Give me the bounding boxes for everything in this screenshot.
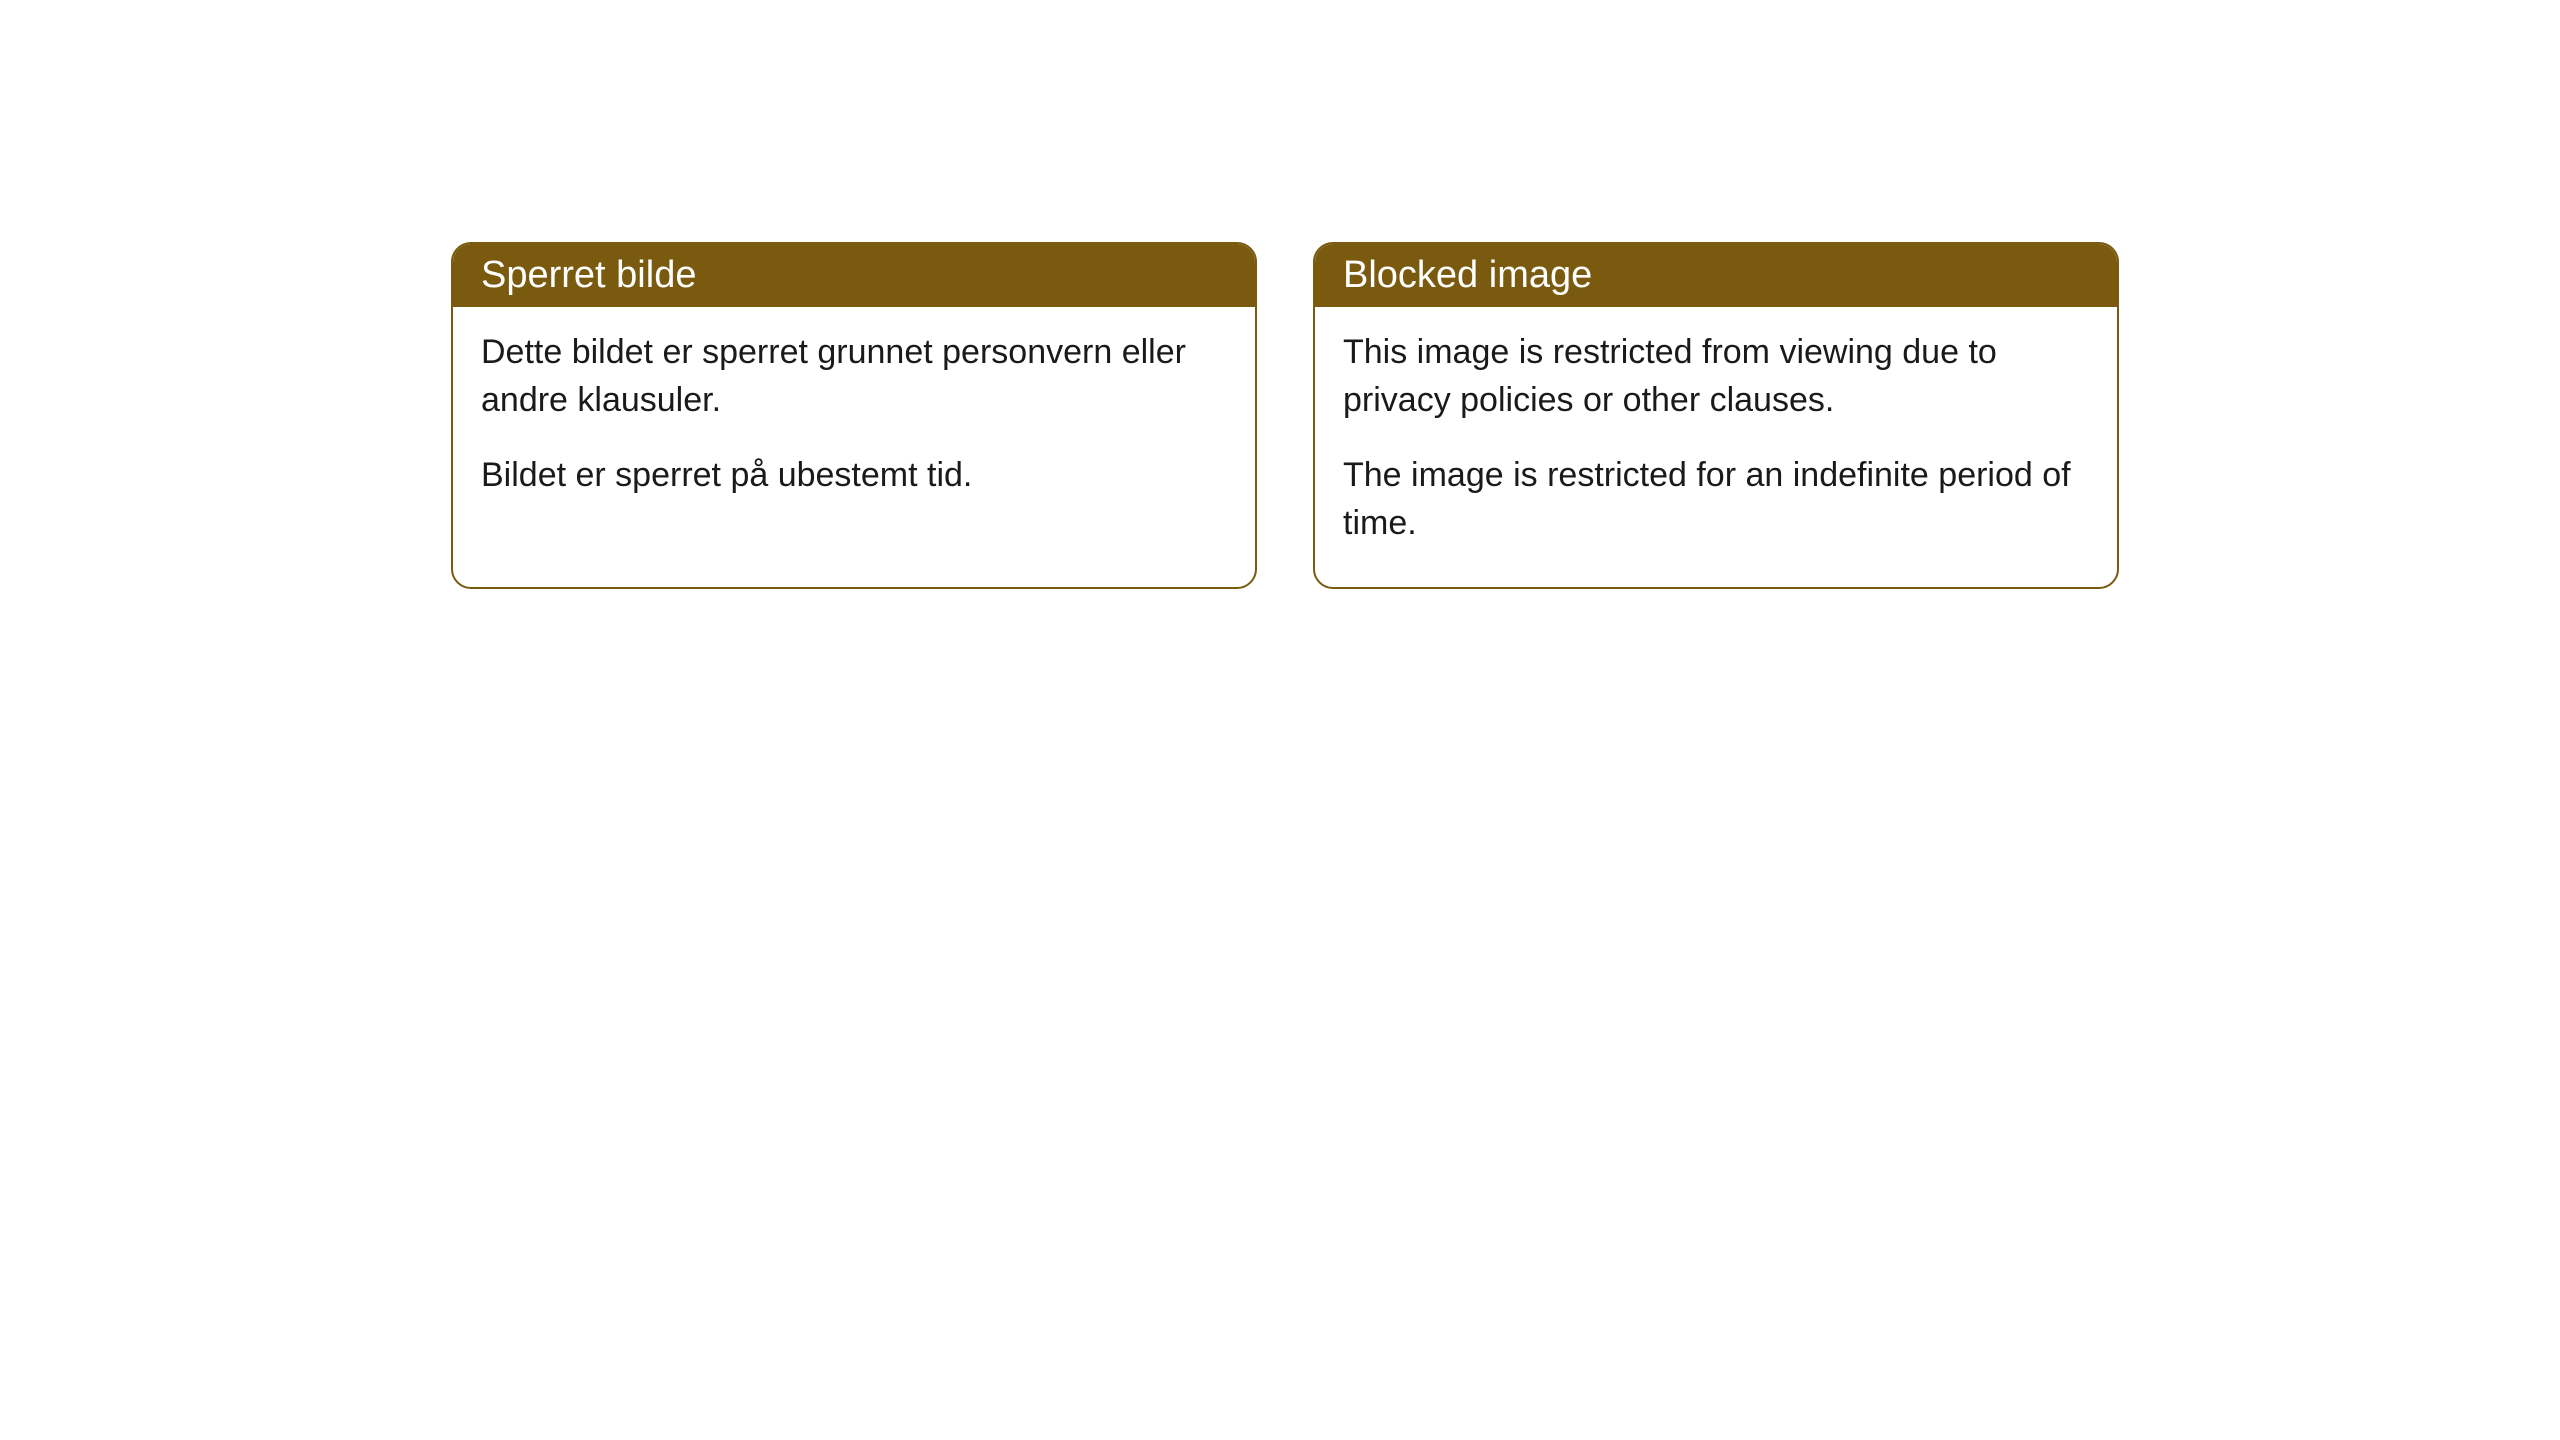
card-body-norwegian: Dette bildet er sperret grunnet personve…: [453, 307, 1255, 540]
cards-container: Sperret bilde Dette bildet er sperret gr…: [451, 242, 2119, 589]
card-text-norwegian-2: Bildet er sperret på ubestemt tid.: [481, 452, 1227, 500]
blocked-image-card-norwegian: Sperret bilde Dette bildet er sperret gr…: [451, 242, 1257, 589]
card-text-english-2: The image is restricted for an indefinit…: [1343, 452, 2089, 547]
card-text-norwegian-1: Dette bildet er sperret grunnet personve…: [481, 329, 1227, 424]
blocked-image-card-english: Blocked image This image is restricted f…: [1313, 242, 2119, 589]
card-text-english-1: This image is restricted from viewing du…: [1343, 329, 2089, 424]
card-body-english: This image is restricted from viewing du…: [1315, 307, 2117, 587]
card-header-norwegian: Sperret bilde: [453, 244, 1255, 307]
card-header-english: Blocked image: [1315, 244, 2117, 307]
